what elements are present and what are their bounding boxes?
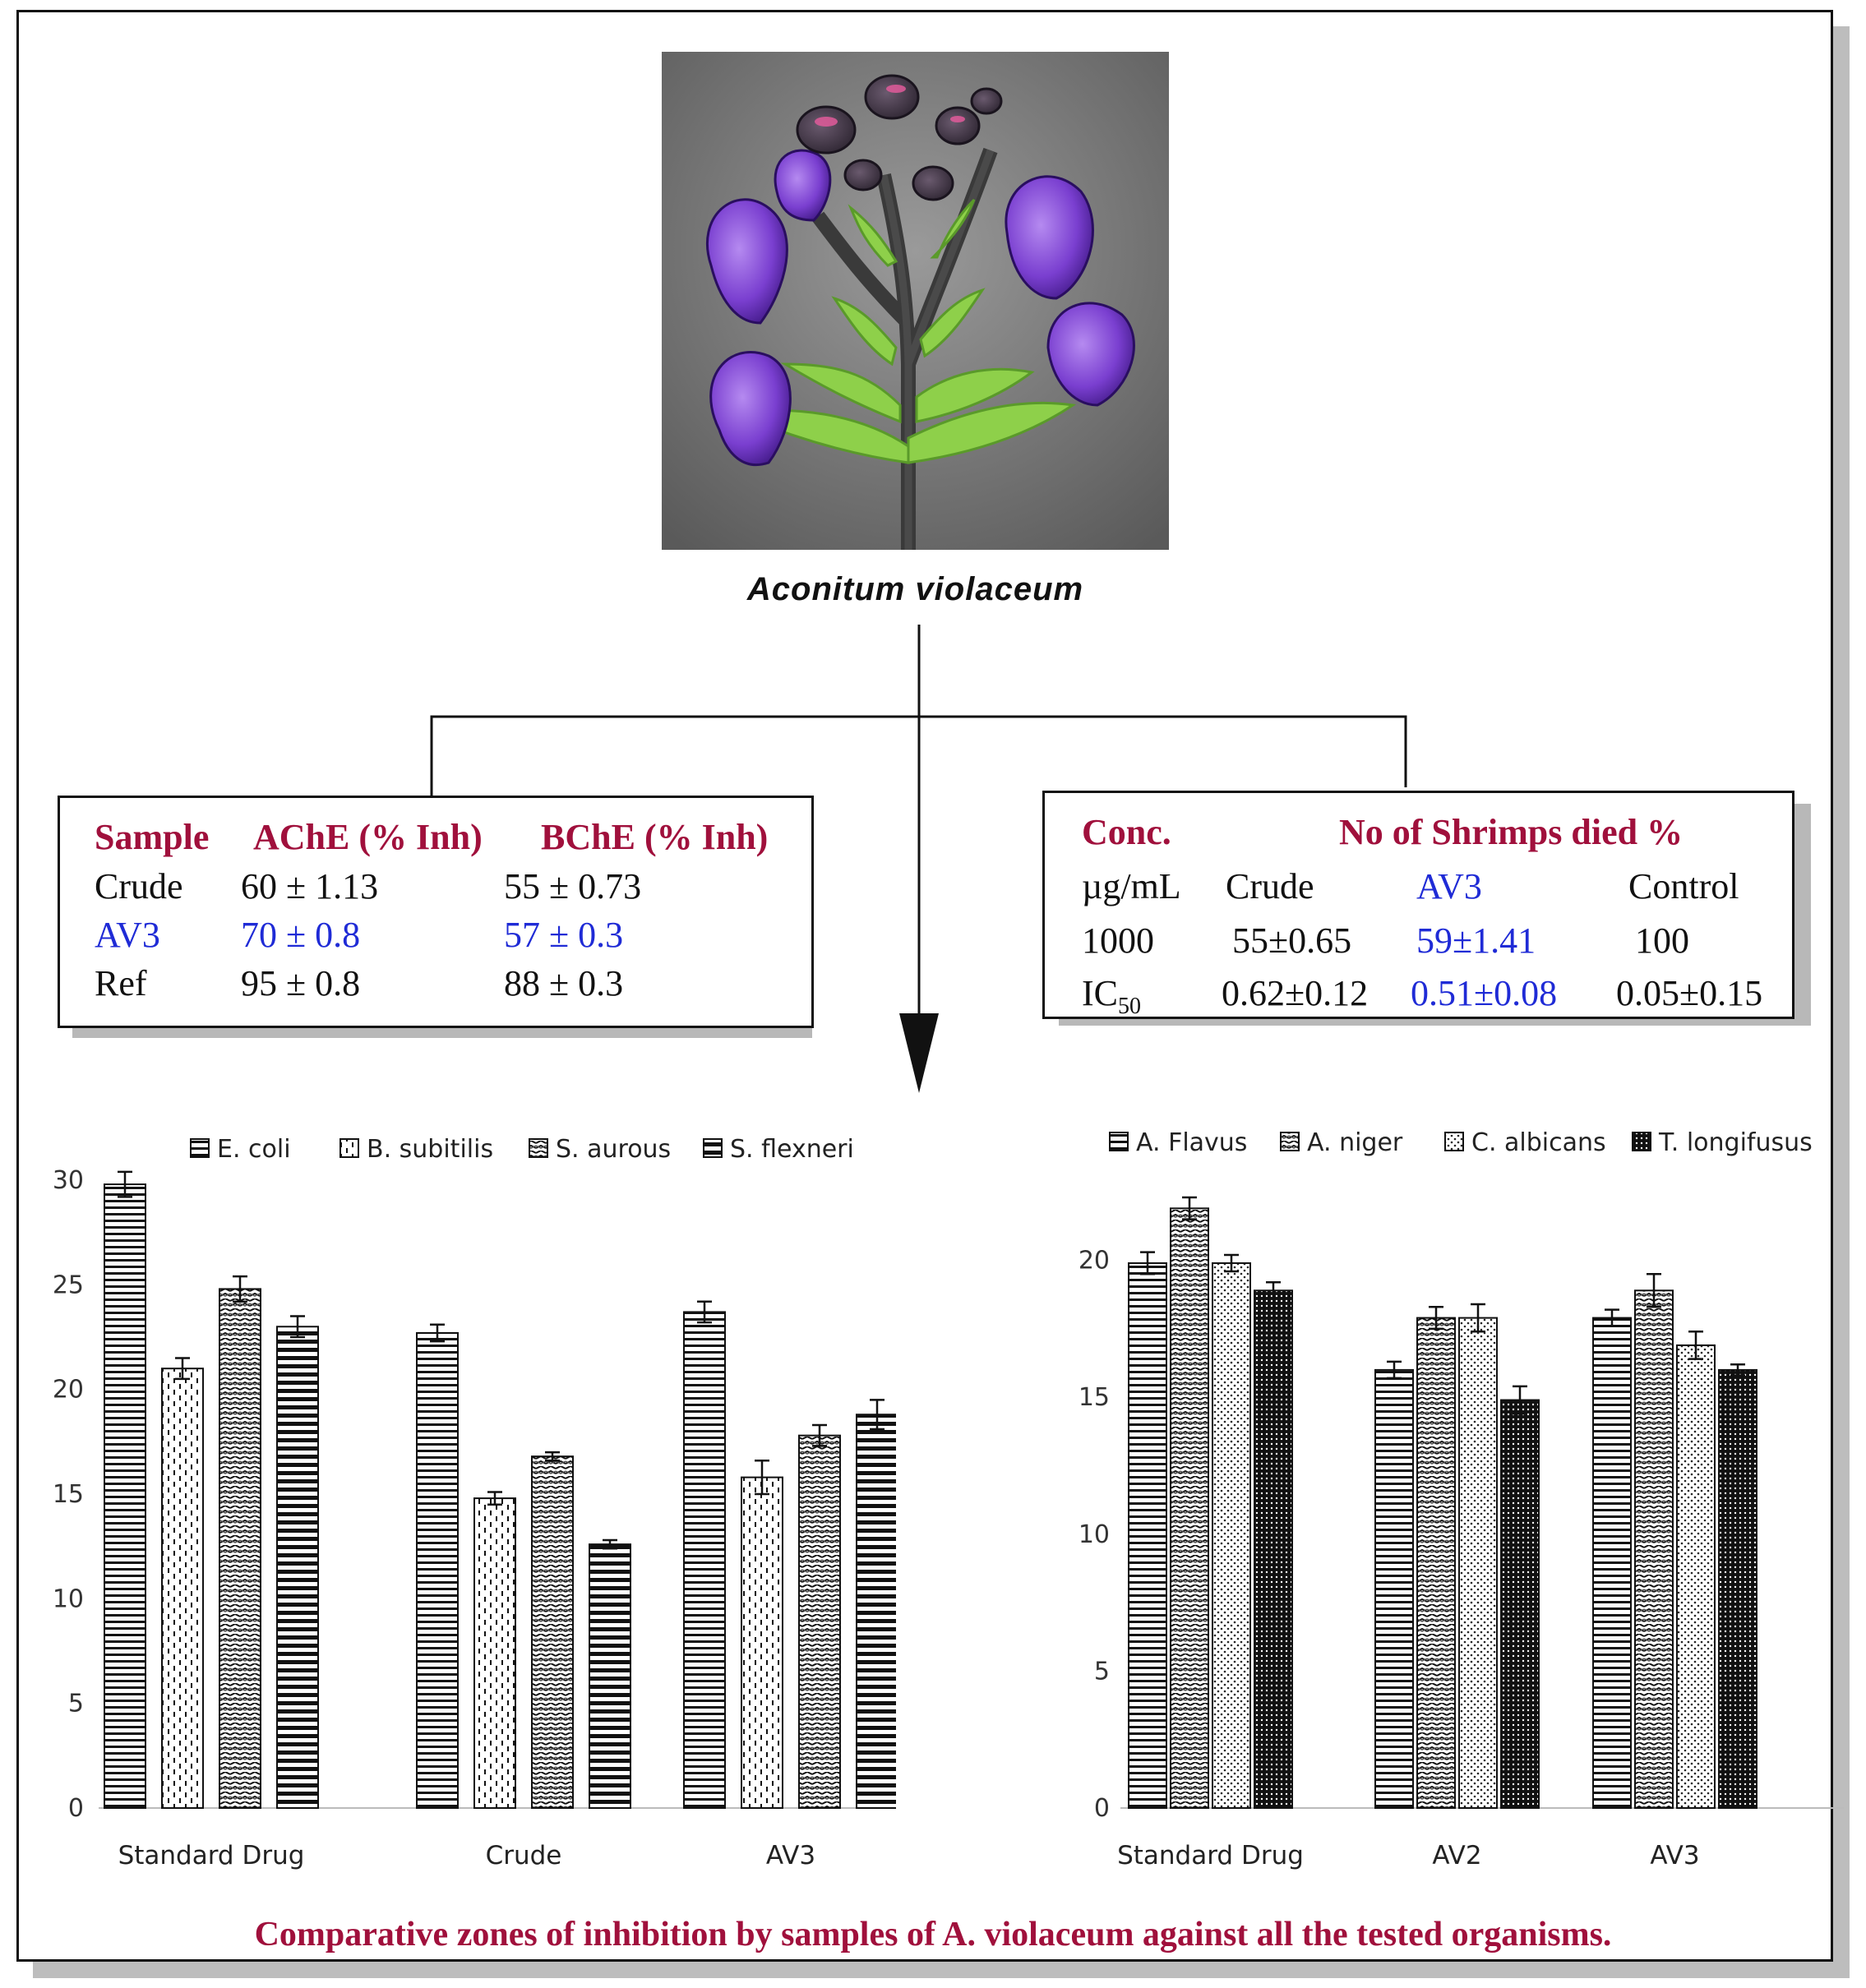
y-tick-label: 10 (1078, 1520, 1110, 1549)
shrimp-row-ic50-control: 0.05±0.15 (1616, 973, 1763, 1013)
shrimp-header-conc: Conc. (1082, 812, 1171, 852)
legend-swatch (1280, 1132, 1300, 1151)
category-label: Standard Drug (1117, 1841, 1304, 1870)
y-tick-label: 20 (53, 1376, 84, 1405)
enzyme-row-sample: Crude (95, 866, 183, 906)
legend-label: T. longifusus (1658, 1128, 1813, 1157)
y-tick-label: 5 (1094, 1657, 1110, 1686)
bar (1170, 1207, 1209, 1809)
enzyme-row-sample: Ref (95, 963, 147, 1003)
bar (531, 1455, 574, 1809)
bar (683, 1311, 726, 1809)
legend-swatch (1444, 1132, 1464, 1151)
legend-swatch (1632, 1132, 1651, 1151)
bar (1592, 1317, 1632, 1809)
bar (473, 1497, 516, 1809)
legend-swatch (190, 1138, 210, 1158)
bar (416, 1331, 459, 1809)
enzyme-header-bche: BChE (% Inh) (541, 817, 769, 857)
category-label: Crude (486, 1841, 562, 1870)
bar (1416, 1317, 1456, 1809)
enzyme-row-sample: AV3 (95, 915, 160, 955)
bar (276, 1326, 319, 1809)
y-tick-label: 10 (53, 1584, 84, 1613)
bar (1676, 1344, 1716, 1809)
shrimp-row-ic50-label: IC50 (1082, 976, 1141, 1018)
shrimp-row-ic50-av3: 0.51±0.08 (1411, 973, 1558, 1013)
shrimp-row-ic50-crude: 0.62±0.12 (1222, 973, 1369, 1013)
bar (104, 1183, 146, 1810)
bar (1718, 1368, 1757, 1809)
shrimp-header-main: No of Shrimps died % (1339, 812, 1684, 852)
legend-label: A. niger (1307, 1128, 1403, 1157)
legend-label: B. subitilis (367, 1135, 493, 1164)
enzyme-row-ache: 70 ± 0.8 (241, 915, 361, 955)
y-tick-label: 20 (1078, 1247, 1110, 1275)
enzyme-row-bche: 88 ± 0.3 (504, 963, 624, 1003)
y-tick-label: 15 (1078, 1383, 1110, 1412)
species-caption: Aconitum violaceum (746, 571, 1084, 607)
legend-swatch (529, 1138, 548, 1158)
y-tick-label: 15 (53, 1480, 84, 1509)
enzyme-table: Sample AChE (% Inh) BChE (% Inh) Crude 6… (58, 796, 814, 1028)
shrimp-row-1000-label: 1000 (1082, 920, 1154, 961)
legend-label: S. flexneri (730, 1135, 854, 1164)
y-tick-label: 0 (1094, 1794, 1110, 1823)
shrimp-table: Conc. No of Shrimps died % µg/mL Crude A… (1042, 791, 1794, 1019)
antifungal-chart: 0 5 10 15 20 A. Flavus A. niger C. albicans T. l… (1042, 1101, 1848, 1890)
bar (1458, 1317, 1498, 1809)
category-label: AV3 (1650, 1841, 1699, 1870)
plant-photo (662, 52, 1169, 550)
enzyme-header-sample: Sample (95, 817, 210, 857)
antibacterial-chart: 0 5 10 15 20 25 30 E. coli B. subitilis S. aurous… (33, 1101, 898, 1890)
bar (1634, 1289, 1674, 1809)
y-tick-label: 5 (68, 1690, 84, 1718)
category-label: Standard Drug (118, 1841, 305, 1870)
category-label: AV3 (766, 1841, 815, 1870)
legend-swatch (1109, 1132, 1129, 1151)
shrimp-unit: µg/mL (1082, 866, 1181, 906)
enzyme-row-ache: 60 ± 1.13 (241, 866, 379, 906)
y-tick-label: 30 (53, 1166, 84, 1195)
shrimp-row-1000-crude: 55±0.65 (1232, 920, 1352, 961)
shrimp-col-crude: Crude (1226, 866, 1314, 906)
bar (1254, 1289, 1293, 1809)
y-tick-label: 25 (53, 1271, 84, 1299)
bar (798, 1434, 841, 1809)
enzyme-row-bche: 55 ± 0.73 (504, 866, 642, 906)
legend-swatch (339, 1138, 359, 1158)
bar (219, 1288, 261, 1809)
legend-label: C. albicans (1471, 1128, 1606, 1157)
enzyme-header-ache: AChE (% Inh) (253, 817, 483, 857)
y-tick-label: 0 (68, 1794, 84, 1823)
bottom-caption: Comparative zones of inhibition by sampl… (254, 1916, 1612, 1953)
shrimp-col-control: Control (1628, 866, 1739, 906)
bar (1212, 1262, 1251, 1809)
legend-label: E. coli (217, 1135, 291, 1164)
ic-subscript: 50 (1118, 994, 1141, 1019)
legend-label: A. Flavus (1136, 1128, 1247, 1157)
bar (1128, 1262, 1167, 1809)
enzyme-row-bche: 57 ± 0.3 (504, 915, 624, 955)
shrimp-row-1000-control: 100 (1635, 920, 1689, 961)
bar (856, 1414, 898, 1809)
shrimp-col-av3: AV3 (1416, 866, 1482, 906)
bar (589, 1543, 631, 1809)
category-label: AV2 (1432, 1841, 1481, 1870)
bar (741, 1476, 783, 1809)
legend-label: S. aurous (556, 1135, 671, 1164)
bar (1374, 1368, 1414, 1809)
bar (161, 1368, 204, 1809)
bar (1500, 1399, 1540, 1809)
legend-swatch (703, 1138, 723, 1158)
enzyme-row-ache: 95 ± 0.8 (241, 963, 361, 1003)
shrimp-row-1000-av3: 59±1.41 (1416, 920, 1536, 961)
ic-label: IC (1082, 973, 1118, 1013)
